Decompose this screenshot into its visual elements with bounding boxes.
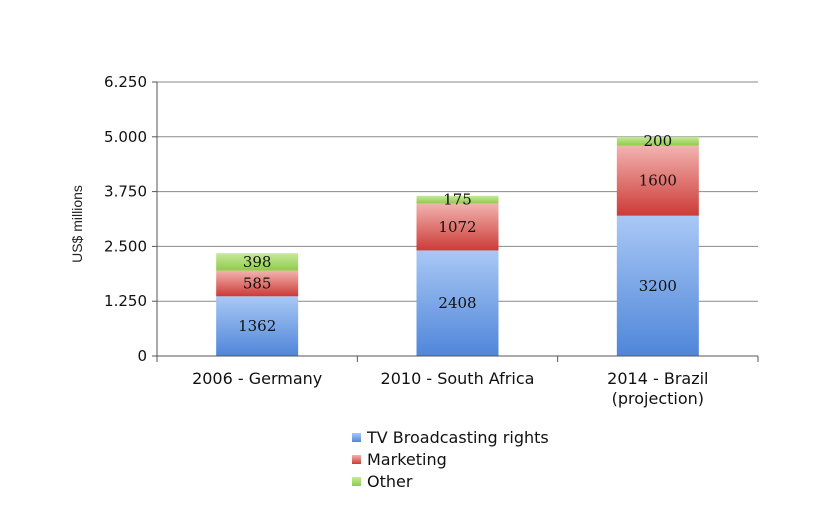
- bar-tv-broadcasting-rights-0: [216, 296, 299, 356]
- legend-swatch: [352, 433, 361, 442]
- y-tick-label: 1.250: [104, 292, 147, 310]
- x-tick-label: 2010 - South Africa: [381, 369, 535, 388]
- bar-other-2: [616, 136, 699, 146]
- bar-tv-broadcasting-rights-1: [416, 250, 499, 356]
- legend-label: Other: [367, 472, 413, 491]
- bar-marketing-1: [416, 203, 499, 251]
- legend-label: TV Broadcasting rights: [366, 428, 549, 447]
- data-label: 2408: [438, 294, 476, 312]
- x-tick-label: 2014 - Brazil: [607, 369, 708, 388]
- bar-other-1: [416, 195, 499, 204]
- x-tick-label: 2006 - Germany: [192, 369, 322, 388]
- data-label: 175: [443, 191, 472, 209]
- data-label: 1072: [438, 218, 476, 236]
- data-label: 398: [243, 253, 272, 271]
- bar-other-0: [216, 253, 299, 271]
- data-label: 1600: [639, 172, 677, 190]
- bar-marketing-2: [616, 145, 699, 216]
- data-label: 3200: [639, 277, 677, 295]
- legend-swatch: [352, 455, 361, 464]
- y-tick-label: 6.250: [104, 73, 147, 91]
- y-tick-label: 2.500: [104, 237, 147, 255]
- y-axis-label: US$ millions: [69, 185, 85, 263]
- bar-tv-broadcasting-rights-2: [616, 215, 699, 356]
- bar-marketing-0: [216, 270, 299, 297]
- y-tick-label: 5.000: [104, 128, 147, 146]
- x-tick-label: (projection): [612, 389, 704, 408]
- data-label: 1362: [238, 317, 276, 335]
- y-tick-label: 3.750: [104, 183, 147, 201]
- data-label: 585: [243, 274, 272, 292]
- data-label: 200: [644, 132, 673, 150]
- y-tick-label: 0: [137, 347, 147, 365]
- legend-label: Marketing: [367, 450, 447, 469]
- legend-swatch: [352, 477, 361, 486]
